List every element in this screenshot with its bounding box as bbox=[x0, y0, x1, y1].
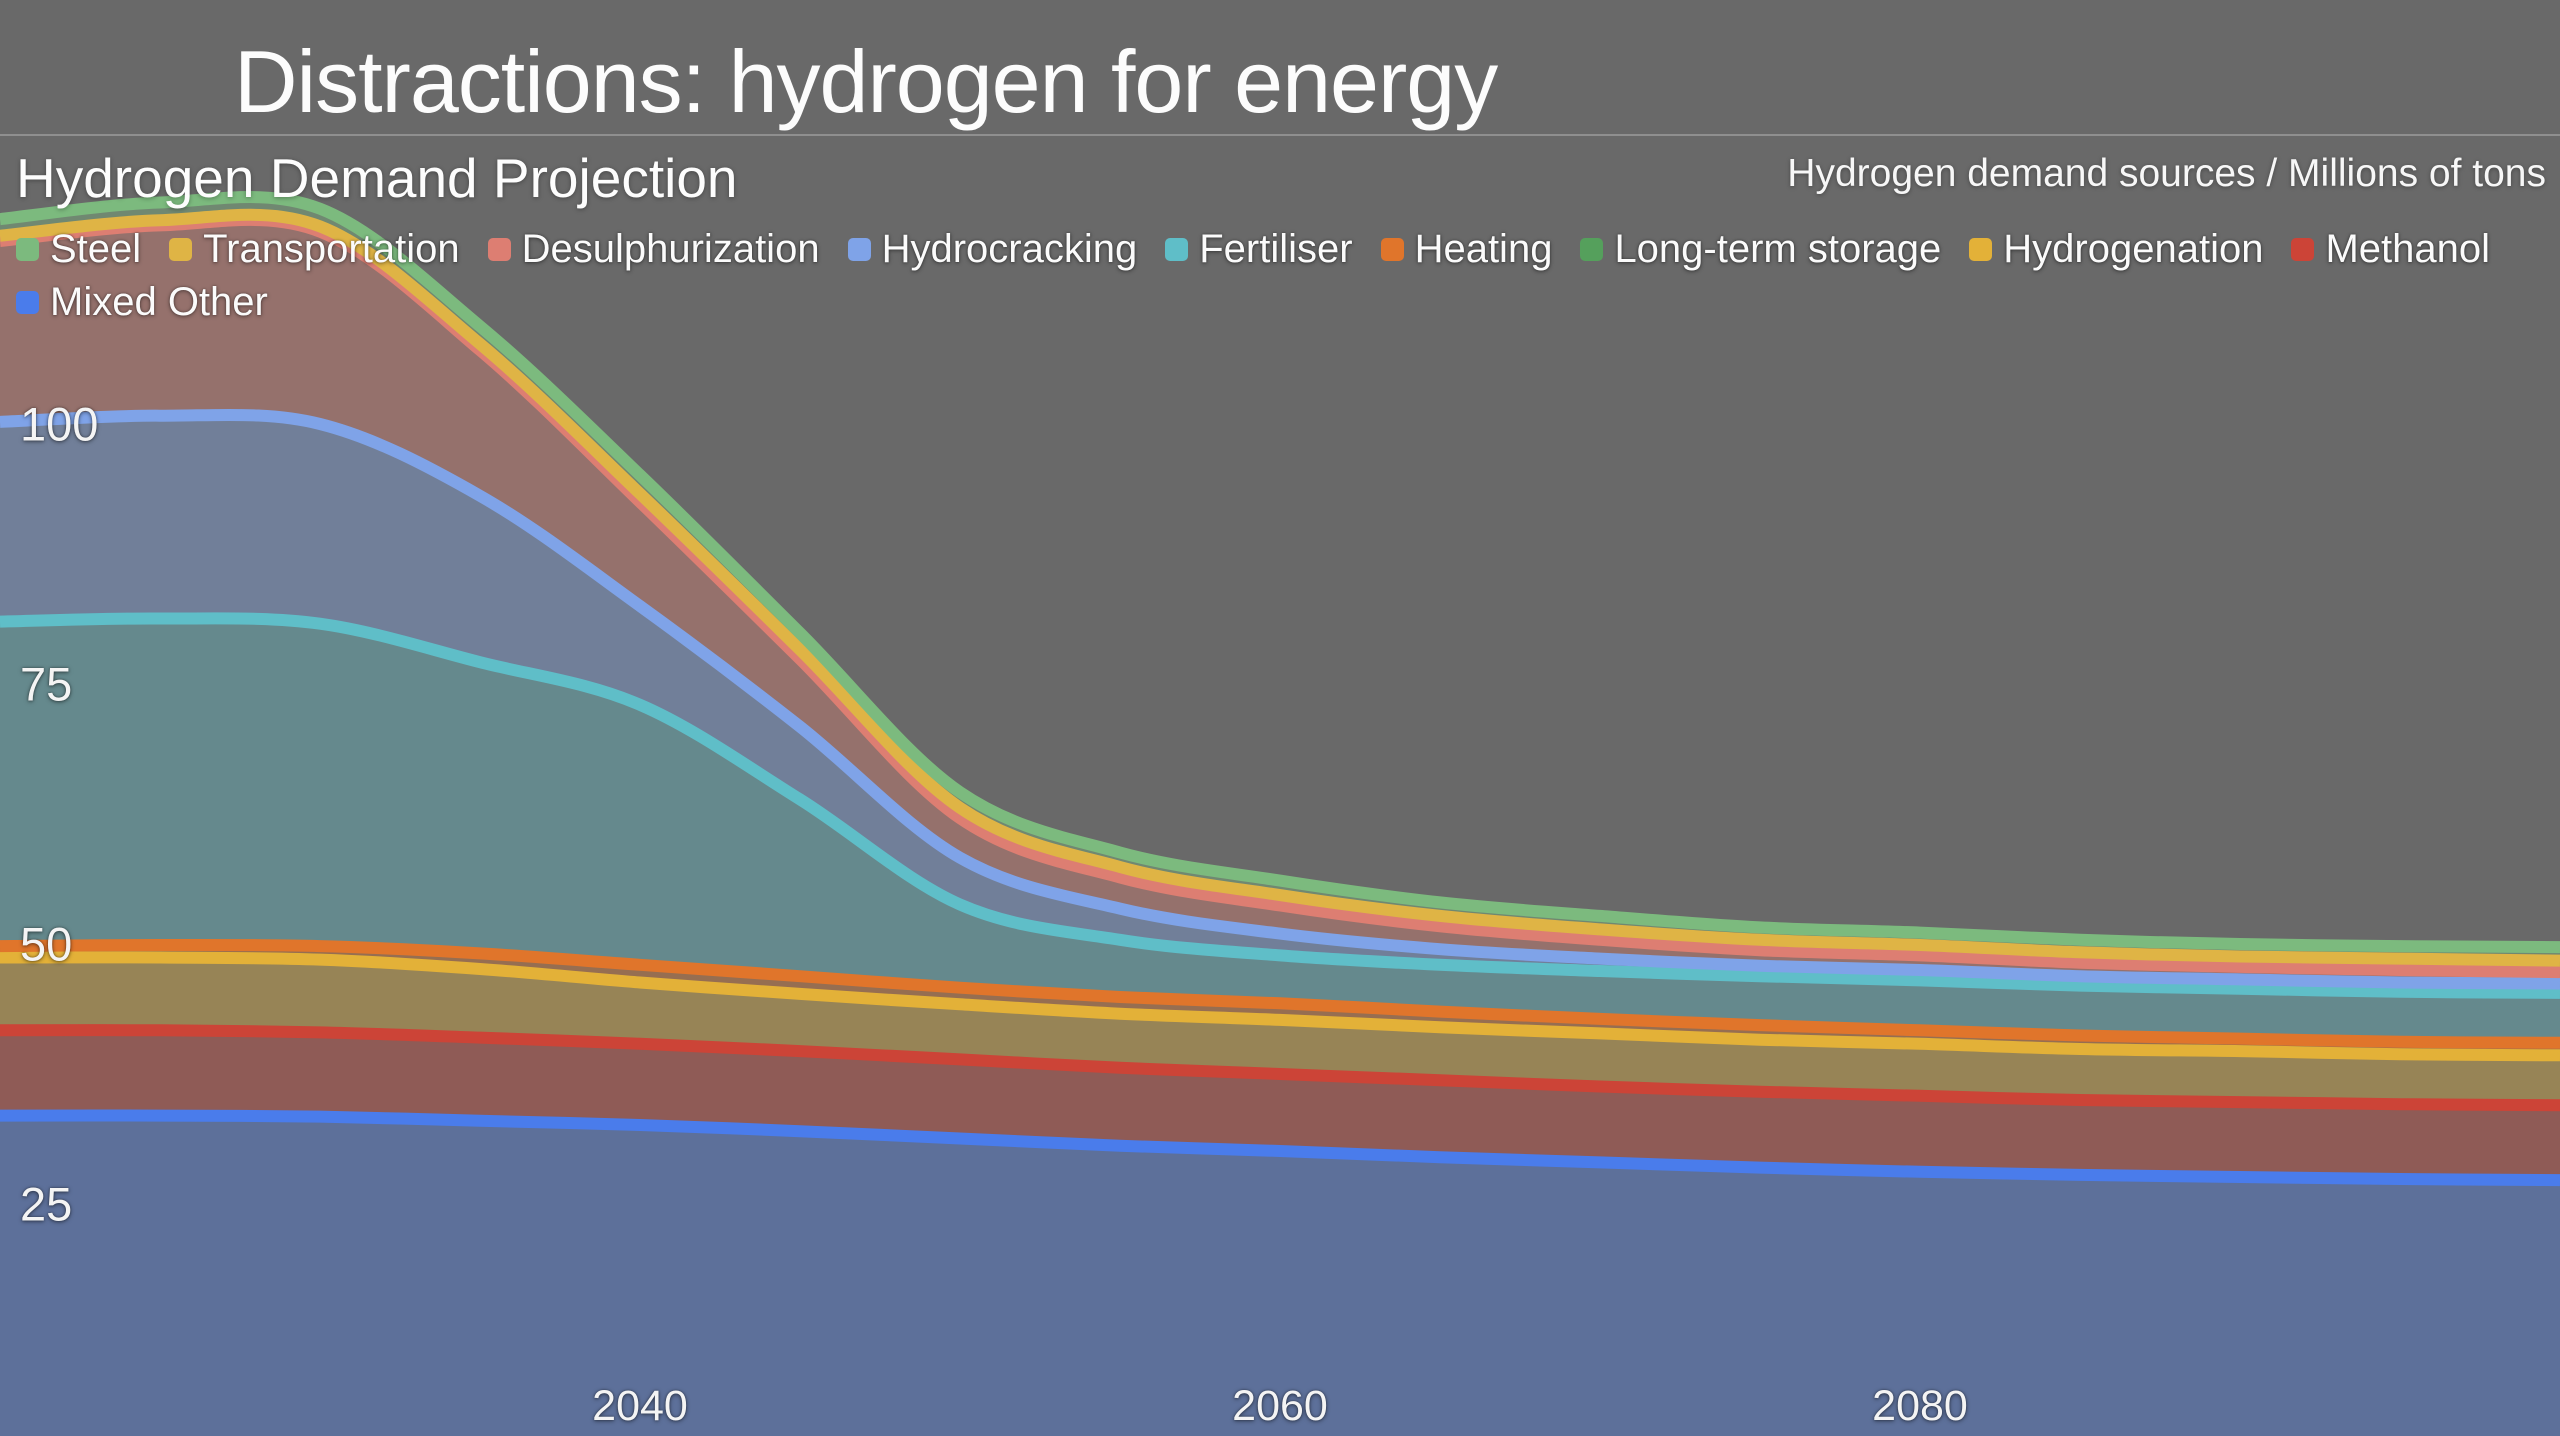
line-fertiliser bbox=[0, 612, 2560, 999]
legend-label: Fertiliser bbox=[1199, 227, 1353, 271]
area-hydrocracking bbox=[0, 414, 2560, 993]
legend-label: Steel bbox=[50, 227, 142, 271]
y-tick-label-25: 25 bbox=[20, 1177, 73, 1231]
line-hydrocracking bbox=[0, 408, 2560, 990]
y-tick-label-75: 75 bbox=[20, 657, 73, 711]
legend-item-transportation: Transportation bbox=[169, 224, 460, 274]
title-divider bbox=[0, 134, 2560, 136]
legend-swatch-hydrocracking bbox=[847, 237, 871, 261]
area-methanol bbox=[0, 1030, 2560, 1181]
chart-caption: Hydrogen demand sources / Millions of to… bbox=[1787, 152, 2546, 195]
legend-swatch-heating bbox=[1380, 237, 1404, 261]
x-tick-label-2060: 2060 bbox=[1232, 1382, 1328, 1430]
legend-label: Desulphurization bbox=[521, 227, 820, 271]
legend-swatch-methanol bbox=[2291, 237, 2315, 261]
legend-item-fertiliser: Fertiliser bbox=[1165, 224, 1353, 274]
legend-swatch-mixed-other bbox=[16, 290, 39, 314]
chart-title: Hydrogen Demand Projection bbox=[16, 147, 738, 209]
legend-label: Heating bbox=[1414, 227, 1553, 271]
legend-label: Hydrogenation bbox=[2003, 227, 2264, 271]
area-hydrogenation bbox=[0, 957, 2560, 1106]
area-desulphurization bbox=[0, 219, 2560, 984]
legend-label: Long-term storage bbox=[1614, 227, 1942, 271]
legend-label: Methanol bbox=[2325, 227, 2491, 271]
legend-item-steel: Steel bbox=[16, 224, 141, 274]
legend-label: Mixed Other bbox=[50, 280, 268, 324]
area-heating bbox=[0, 944, 2560, 1056]
y-tick-label-50: 50 bbox=[20, 917, 73, 971]
line-methanol bbox=[0, 1024, 2560, 1112]
legend-item-long-term-storage: Long-term storage bbox=[1580, 224, 1941, 274]
line-transportation bbox=[0, 208, 2560, 967]
legend-swatch-hydrogenation bbox=[1969, 237, 1993, 261]
legend-item-hydrocracking: Hydrocracking bbox=[847, 224, 1138, 274]
y-tick-label-100: 100 bbox=[20, 397, 99, 451]
legend-item-hydrogenation: Hydrogenation bbox=[1969, 224, 2263, 274]
legend-swatch-steel bbox=[16, 237, 39, 261]
slide-title: Distractions: hydrogen for energy bbox=[234, 32, 1498, 131]
legend-item-methanol: Methanol bbox=[2291, 224, 2490, 274]
line-heating bbox=[0, 938, 2560, 1049]
x-tick-label-2080: 2080 bbox=[1872, 1382, 1968, 1430]
legend-item-heating: Heating bbox=[1380, 224, 1553, 274]
area-mixed-other bbox=[0, 1115, 2560, 1436]
legend-swatch-long-term-storage bbox=[1580, 237, 1604, 261]
area-fertiliser bbox=[0, 618, 2560, 1043]
legend-swatch-fertiliser bbox=[1165, 237, 1189, 261]
legend-label: Hydrocracking bbox=[881, 227, 1138, 271]
legend-swatch-desulphurization bbox=[487, 237, 511, 261]
legend-label: Transportation bbox=[203, 227, 460, 271]
chart-legend: Steel Transportation Desulphurization Hydro… bbox=[16, 224, 2548, 327]
legend-swatch-transportation bbox=[169, 237, 193, 261]
line-mixed-other bbox=[0, 1109, 2560, 1187]
legend-item-mixed-other: Mixed Other bbox=[16, 277, 268, 327]
legend-item-desulphurization: Desulphurization bbox=[487, 224, 820, 274]
line-steel bbox=[0, 191, 2560, 954]
x-tick-label-2040: 2040 bbox=[592, 1382, 688, 1430]
line-hydrogenation bbox=[0, 951, 2560, 1062]
